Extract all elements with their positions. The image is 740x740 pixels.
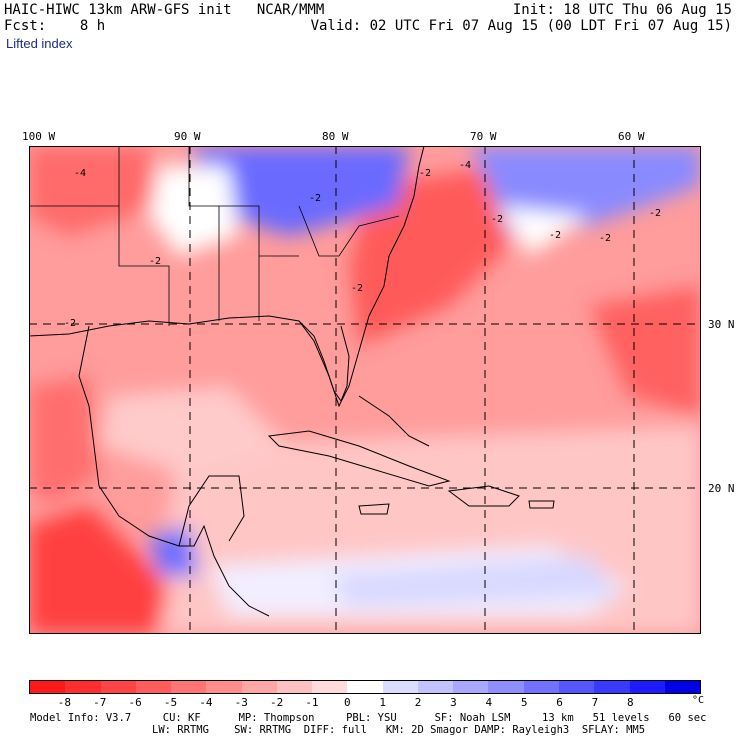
lon-label-60w: 60 W [618,130,645,143]
contour-label: -2 [549,230,561,241]
field-red-mexico [29,376,99,506]
colorbar-swatch [312,681,348,693]
yucatan [178,475,245,547]
colorbar-swatch [523,681,559,693]
contour-label: -2 [649,208,661,219]
field-red-pacific [29,506,169,634]
florida [298,320,350,403]
contour-label: -2 [351,283,363,294]
coastlines [29,146,555,617]
colorbar-tick-label: 6 [556,696,563,709]
colorbar-swatch [488,681,524,693]
field-name: Lifted index [6,36,73,51]
colorbar-swatch [241,681,277,693]
colorbar-tick-label: 5 [520,696,528,709]
forecast-hour: Fcst: 8 h [4,18,106,34]
colorbar-tick-label: -3 [234,696,248,709]
lon-label-70w: 70 W [470,130,497,143]
colorbar-tick-label: -7 [93,696,107,709]
model-info-line1: Model Info: V3.7 CU: KF MP: Thompson PBL… [30,712,707,724]
graticule [29,146,701,634]
field-red-texas [29,146,159,236]
contour-label: -2 [419,168,431,179]
model-title: HAIC-HIWC 13km ARW-GFS init NCAR/MMM [4,2,325,18]
colorbar-tick-label: 0 [344,696,351,709]
header-left: HAIC-HIWC 13km ARW-GFS init NCAR/MMM Fcst… [4,2,324,34]
jamaica [358,503,390,515]
colorbar-unit: °C [692,695,705,706]
border-4 [298,205,400,257]
bahamas [358,395,430,447]
lifted-index-field [29,146,701,634]
field-blue-centralam [149,526,199,576]
contour-label: -2 [149,256,161,267]
contour-labels: -4 -4 -2 -2 -2 -2 -2 -2 -2 -2 -2 [64,160,661,329]
colorbar-swatch [417,681,454,693]
field-light-caribbean-band [329,556,619,606]
colorbar-tick-label: -1 [305,696,319,709]
colorbar-swatch [594,681,630,693]
init-time: Init: 18 UTC Thu 06 Aug 15 [512,2,732,18]
contour-label: -4 [74,168,86,179]
lifted-index-map: -4 -4 -2 -2 -2 -2 -2 -2 -2 -2 -2 [29,146,701,634]
colorbar-tick-label: 3 [450,696,457,709]
cuba [267,430,451,487]
colorbar-swatch [135,681,172,693]
colorbar-tick-label: 1 [379,696,386,709]
contour-label: -4 [459,160,471,171]
colorbar-tick-label: 4 [485,696,493,709]
lat-label-20n: 20 N [708,482,735,495]
colorbar-tick-label: -6 [128,696,142,709]
colorbar-swatch [171,681,207,693]
field-white-north [149,166,239,256]
colorbar-tick-label: -2 [269,696,284,709]
lon-label-80w: 80 W [322,130,349,143]
lat-label-30n: 30 N [708,318,735,331]
colorbar-tick-label: 8 [626,696,634,709]
valid-time: Valid: 02 UTC Fri 07 Aug 15 (00 LDT Fri … [310,18,732,34]
contour-label: -2 [599,233,611,244]
colorbar-tick-label: -8 [57,696,71,709]
colorbar-swatch [65,681,101,693]
lon-label-90w: 90 W [174,130,201,143]
contour-label: -2 [491,214,503,225]
state-borders [29,146,400,326]
header-right: Init: 18 UTC Thu 06 Aug 15 Valid: 02 UTC … [311,2,732,34]
field-blue-north [189,146,409,236]
colorbar-swatch [30,681,66,693]
border-2 [188,146,299,257]
colorbar-swatch [206,681,242,693]
colorbar-swatch [664,681,701,693]
colorbar [29,680,701,694]
model-info-line2: LW: RRTMG SW: RRTMG DIFF: full KM: 2D Sm… [152,724,646,736]
colorbar-tick-label: -5 [163,696,178,709]
colorbar-swatch [100,681,136,693]
field-red-atlantic [349,166,509,346]
colorbar-swatch [347,681,383,693]
colorbar-swatch [382,681,418,693]
colorbar-swatch [629,681,665,693]
colorbar-tick-label: 7 [591,696,599,709]
puerto-rico [528,500,555,509]
field-light-gulf [99,386,289,476]
colorbar-swatch [558,681,595,693]
colorbar-tick-label: 2 [414,696,422,709]
colorbar-tick-label: -4 [199,696,213,709]
map-frame [29,146,701,634]
mexico-coast [78,325,270,617]
field-red-east [589,286,701,416]
contour-label: -2 [309,193,321,204]
colorbar-swatch [276,681,313,693]
hispaniola [447,485,520,507]
colorbar-swatch [453,681,489,693]
field-white-northeast [499,206,589,256]
contour-label: -2 [64,318,76,329]
lon-label-100w: 100 W [22,130,56,143]
